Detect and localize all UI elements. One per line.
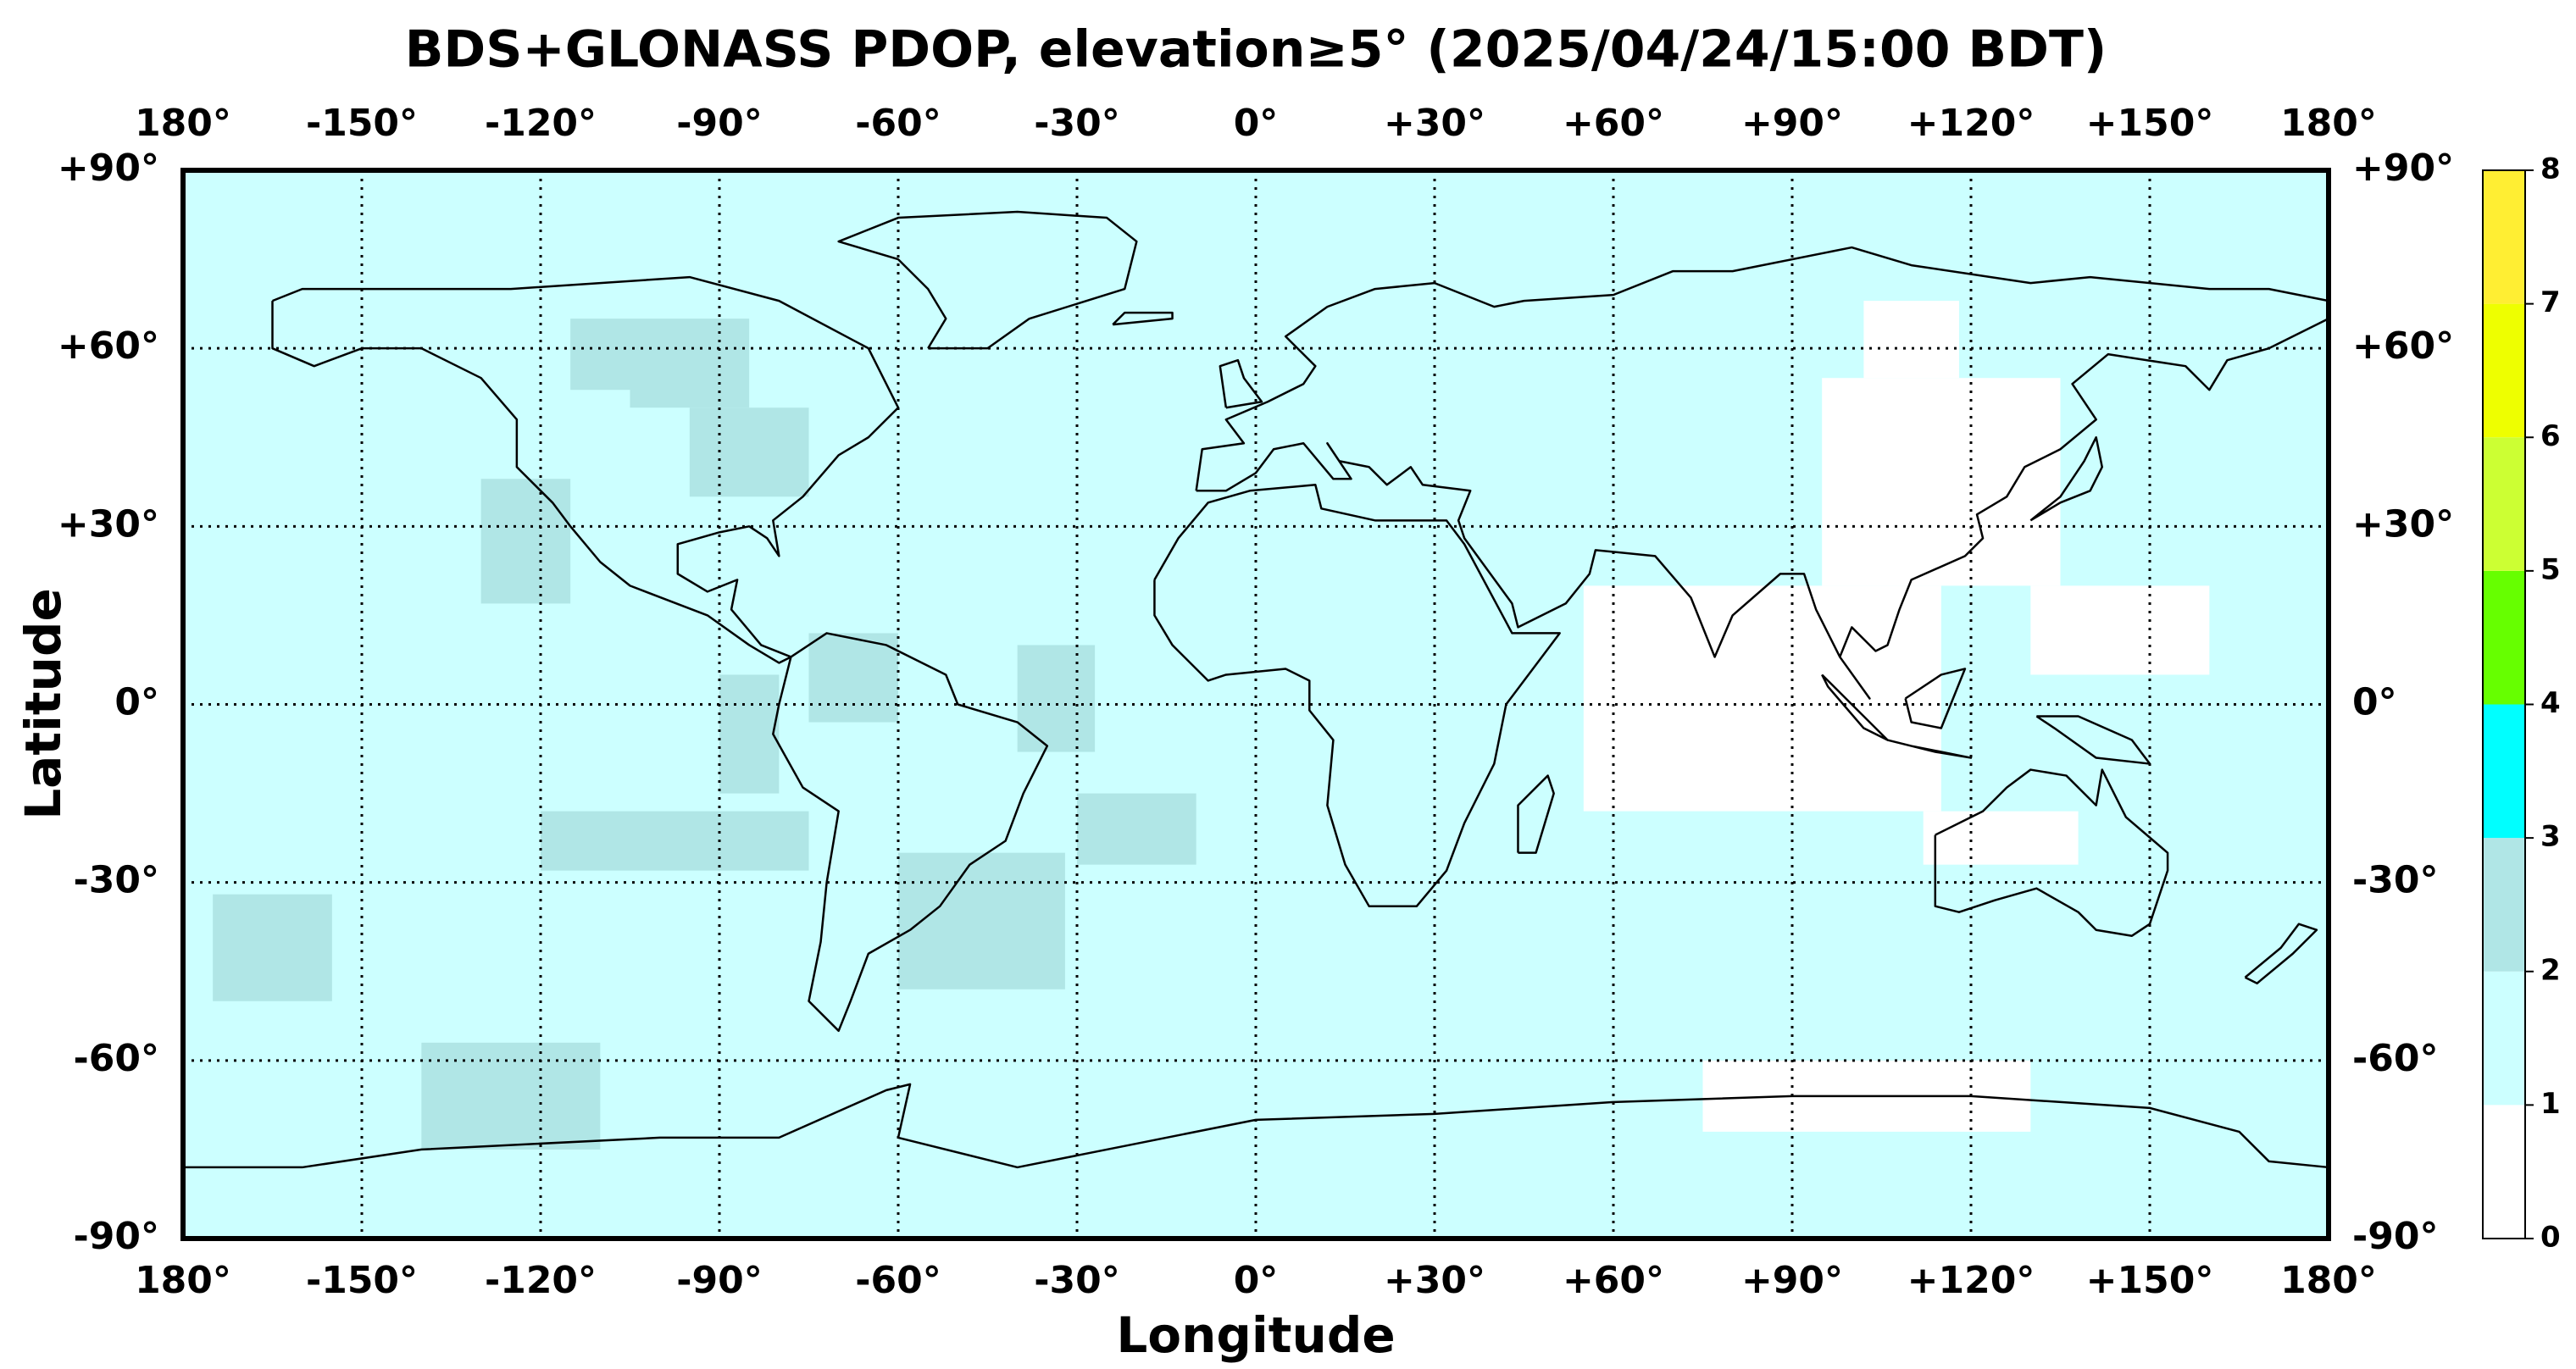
coastline [1906,668,1965,728]
pdop-region [1863,301,1959,379]
pdop-region [421,1042,601,1150]
coastline [183,1084,2329,1167]
pdop-region [1923,811,2079,865]
colorbar-segment [2483,303,2525,438]
y-tick-label-right: +60° [2352,324,2454,368]
x-tick-label-top: +60° [1563,102,1664,145]
x-tick-label-top: -60° [855,102,941,145]
y-tick-label: +90° [58,147,159,190]
pdop-region [898,852,1065,989]
coastlines [183,212,2329,1167]
x-tick-label-top: 180° [135,102,231,145]
x-tick-label: +90° [1741,1259,1843,1302]
pdop-region [1077,793,1196,865]
y-tick-label: +60° [58,324,159,368]
x-tick-label: +120° [1907,1259,2035,1302]
chart-title: BDS+GLONASS PDOP, elevation≥5° (2025/04/… [405,20,2107,80]
colorbar-segment [2483,971,2525,1106]
colorbar-tick-label: 0 [2540,1221,2561,1255]
x-tick-label-top: +30° [1384,102,1485,145]
x-tick-label-top: -90° [676,102,763,145]
y-tick-label: -60° [74,1037,160,1080]
colorbar-segment [2483,170,2525,304]
y-tick-label: -90° [74,1215,160,1258]
pdop-region [213,894,332,1001]
x-tick-label: -60° [855,1259,941,1302]
colorbar-tick-label: 7 [2540,285,2561,319]
coastline [1220,360,1262,407]
y-tick-label-right: 0° [2352,681,2397,724]
coastline [839,212,1137,348]
y-tick-label: 0° [114,681,159,724]
pdop-region [1822,378,2061,586]
pdop-region [689,407,809,497]
coastline [1518,776,1553,853]
coastline [1822,674,1887,740]
x-tick-label: +30° [1384,1259,1485,1302]
y-tick-label-right: +90° [2352,147,2454,190]
coastline [1196,247,2329,698]
pdop-region [480,479,571,604]
y-tick-label-right: -90° [2352,1215,2439,1258]
coastline [273,277,898,662]
x-tick-label-top: -120° [485,102,597,145]
pdop-region [541,811,809,871]
x-tick-label: +60° [1563,1259,1664,1302]
x-tick-label-top: +120° [1907,102,2035,145]
colorbar-tick-label: 5 [2540,552,2561,586]
colorbar-tick-label: 4 [2540,686,2561,720]
colorbar-tick-label: 3 [2540,820,2561,854]
x-tick-label: -30° [1034,1259,1120,1302]
x-tick-label: 180° [2280,1259,2377,1302]
y-tick-label-right: -30° [2352,859,2439,902]
colorbar-segment [2483,570,2525,705]
plot-frame [180,168,2331,1241]
pdop-region [719,674,780,794]
y-tick-label-right: +30° [2352,502,2454,546]
pdop-region [808,633,898,723]
x-tick-label: -90° [676,1259,763,1302]
y-tick-label: +30° [58,502,159,546]
x-tick-label-top: +150° [2086,102,2214,145]
coastline [1888,740,1971,758]
colorbar-tick-label: 1 [2540,1087,2561,1121]
colorbar-segment [2483,704,2525,839]
pdop-region [1017,645,1096,752]
coastline [1935,770,2168,936]
x-tick-label-top: -30° [1034,102,1120,145]
y-axis-label: Latitude [14,588,72,820]
x-axis-label: Longitude [1116,1306,1395,1364]
coastline [2246,924,2317,984]
coastline [773,633,1047,1030]
pdop-region [2030,585,2210,675]
x-tick-label-top: +90° [1741,102,1843,145]
colorbar-tick-label: 8 [2540,152,2561,186]
x-tick-label: -120° [485,1259,597,1302]
colorbar-segment [2483,838,2525,972]
colorbar-tick-label: 2 [2540,953,2561,987]
pdop-region [1583,585,1941,812]
coastline [1113,313,1172,324]
y-tick-label-right: -60° [2352,1037,2439,1080]
x-tick-label-top: 180° [2280,102,2377,145]
colorbar-segment [2483,437,2525,571]
x-tick-label-top: 0° [1234,102,1279,145]
x-tick-label: 0° [1234,1259,1279,1302]
pdop-region [570,319,630,391]
x-tick-label-top: -150° [306,102,418,145]
axes: 180° 180° -150° -150° -120° -120° -90° -90° -60°… [58,102,2454,1302]
pdop-region [630,319,750,408]
x-tick-label: 180° [135,1259,231,1302]
colorbar-tick-label: 6 [2540,419,2561,453]
coastline [2030,437,2101,520]
x-tick-label: -150° [306,1259,418,1302]
y-tick-label: -30° [74,859,160,902]
x-tick-label: +150° [2086,1259,2214,1302]
colorbar-segment [2483,1105,2525,1239]
